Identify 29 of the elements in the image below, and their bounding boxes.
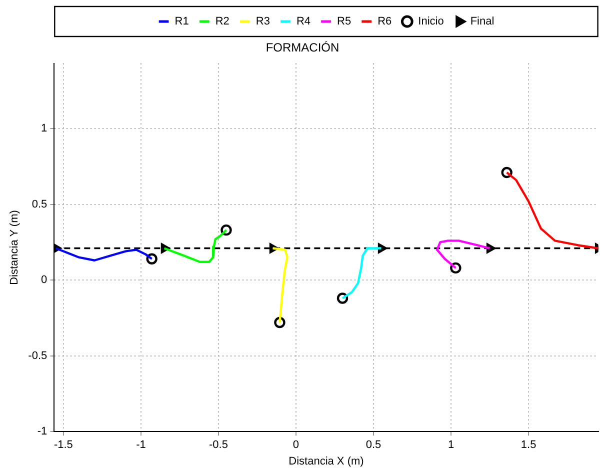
x-tick-label: -0.5 [209,439,228,452]
legend-label: R6 [378,16,392,28]
y-tick-label: -0.5 [28,350,48,362]
point [336,292,348,304]
chart-title: FORMACIÓN [266,40,340,55]
legend-label: R1 [174,16,189,28]
x-axis-title: Distancia X (m) [288,455,364,468]
y-tick-label: 0.5 [32,198,48,210]
point [146,253,158,264]
point [501,166,512,178]
y-axis-title: Distancia Y (m) [8,210,21,285]
point [220,224,232,236]
y-tick-label: 0 [41,274,48,286]
y-tick-label: -1 [37,426,48,438]
y-tick-label: 1 [41,122,48,135]
x-tick-label: -1.5 [54,439,73,452]
x-tick-label: -1 [136,439,146,452]
legend-label: R3 [256,16,270,28]
x-tick-label: 1 [448,439,454,452]
x-tick-label: 0.5 [366,439,382,452]
point [274,316,286,328]
legend-label: R2 [215,16,230,28]
point [450,262,462,274]
legend-label: Inicio [418,16,444,28]
x-tick-label: 1.5 [520,439,536,452]
legend-label: R4 [296,16,311,28]
legend-label: Final [470,16,494,28]
legend-label: R5 [337,16,352,28]
x-tick-label: 0 [292,439,300,452]
